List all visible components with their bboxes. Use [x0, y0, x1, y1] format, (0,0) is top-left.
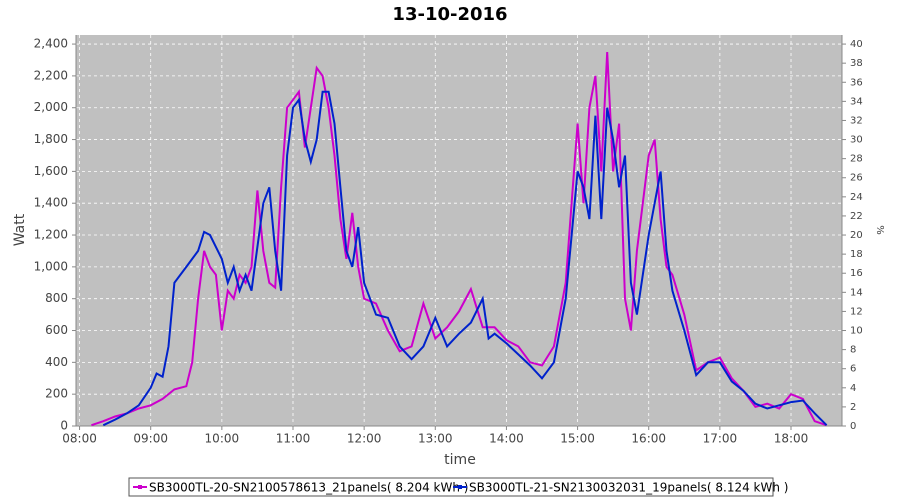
y2-tick-label: 24 — [850, 192, 863, 203]
x-tick-label: 09:00 — [133, 432, 168, 446]
x-tick-label: 18:00 — [774, 432, 809, 446]
x-tick-label: 13:00 — [418, 432, 453, 446]
y2-tick-label: 8 — [850, 345, 856, 356]
y-tick-label: 600 — [45, 323, 68, 337]
x-tick-label: 08:00 — [62, 432, 97, 446]
y2-tick-label: 28 — [850, 154, 863, 165]
x-tick-label: 12:00 — [347, 432, 382, 446]
y-tick-label: 400 — [45, 355, 68, 369]
y-tick-label: 2,000 — [34, 100, 68, 114]
y2-tick-label: 22 — [850, 211, 863, 222]
legend-box — [128, 477, 774, 497]
x-tick-label: 10:00 — [205, 432, 240, 446]
y2-tick-label: 40 — [850, 39, 863, 50]
y-tick-label: 1,600 — [34, 164, 68, 178]
y-tick-label: 0 — [60, 419, 68, 433]
x-tick-label: 11:00 — [276, 432, 311, 446]
y-axis-label: Watt — [12, 213, 28, 246]
y-tick-label: 800 — [45, 291, 68, 305]
x-axis-label: time — [444, 452, 476, 468]
y2-tick-label: 34 — [850, 96, 863, 107]
y2-tick-label: 30 — [850, 135, 863, 146]
y2-tick-label: 38 — [850, 58, 863, 69]
y2-tick-label: 26 — [850, 173, 863, 184]
legend-label: SB3000TL-20-SN2100578613_21panels( 8.204… — [149, 481, 468, 495]
y2-tick-label: 4 — [850, 383, 856, 394]
y2-axis-label: % — [874, 225, 885, 235]
y-tick-label: 1,200 — [34, 228, 68, 242]
x-tick-label: 15:00 — [560, 432, 595, 446]
y2-tick-label: 20 — [850, 230, 863, 241]
y-tick-label: 1,000 — [34, 259, 68, 273]
y-tick-label: 2,400 — [34, 37, 68, 51]
y2-tick-label: 32 — [850, 115, 863, 126]
y-tick-label: 1,400 — [34, 196, 68, 210]
legend-marker — [138, 485, 142, 489]
series-line — [102, 90, 828, 427]
x-tick-label: 14:00 — [489, 432, 524, 446]
y2-tick-label: 0 — [850, 421, 856, 432]
y-tick-label: 2,200 — [34, 68, 68, 82]
x-tick-label: 16:00 — [631, 432, 666, 446]
y2-tick-label: 6 — [850, 364, 856, 375]
y2-tick-label: 12 — [850, 306, 863, 317]
legend-marker — [458, 485, 462, 489]
y2-tick-label: 14 — [850, 287, 863, 298]
chart-title: 13-10-2016 — [392, 4, 507, 25]
y2-tick-label: 2 — [850, 402, 856, 413]
x-tick-label: 17:00 — [703, 432, 738, 446]
y2-tick-label: 10 — [850, 326, 863, 337]
y2-tick-label: 18 — [850, 249, 863, 260]
y2-tick-label: 16 — [850, 268, 863, 279]
y2-tick-label: 36 — [850, 77, 863, 88]
series-line — [91, 51, 827, 427]
y-tick-label: 1,800 — [34, 132, 68, 146]
y-tick-label: 200 — [45, 387, 68, 401]
legend-label: SB3000TL-21-SN2130032031_19panels( 8.124… — [469, 481, 788, 495]
